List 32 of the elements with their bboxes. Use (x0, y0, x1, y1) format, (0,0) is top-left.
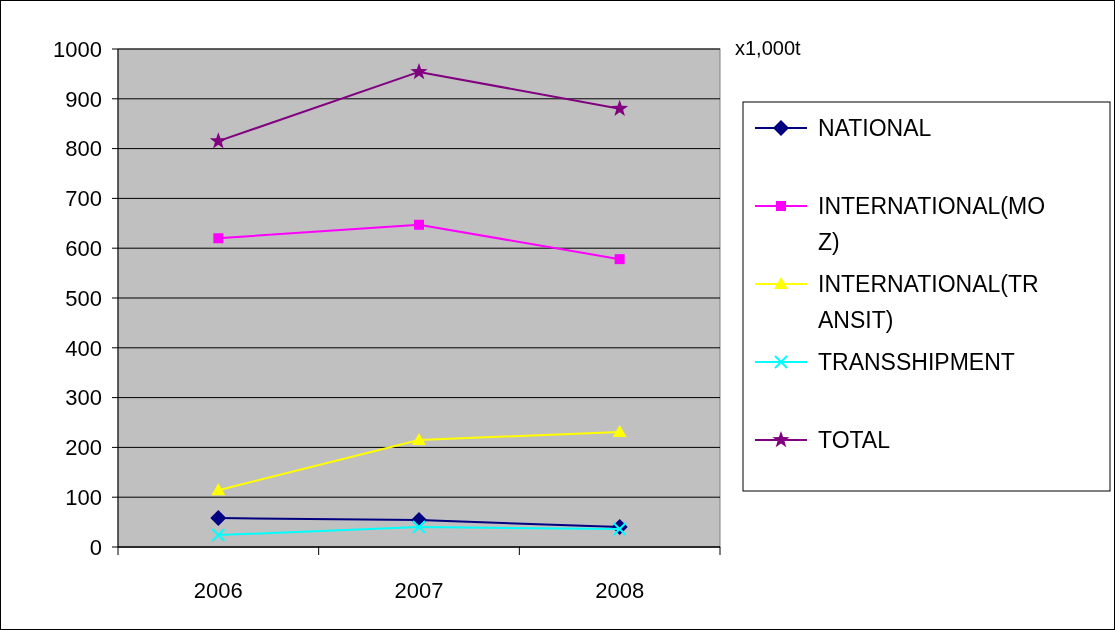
y-tick-label: 200 (65, 435, 102, 461)
legend-label: INTERNATIONAL(MOZ) (818, 193, 1046, 256)
y-tick-label: 800 (65, 136, 102, 162)
y-tick-label: 700 (65, 186, 102, 212)
point (213, 233, 224, 244)
point (611, 99, 629, 117)
x-tick-label: 2008 (595, 578, 645, 603)
point (414, 219, 424, 230)
legend-label: TOTAL (818, 427, 891, 454)
legend-label: TRANSSHIPMENT (818, 349, 1015, 376)
point (612, 424, 627, 437)
point (211, 483, 226, 496)
point (210, 510, 227, 527)
y-tick-label: 400 (65, 335, 102, 361)
y-tick-label: 0 (89, 534, 102, 560)
point (211, 528, 226, 543)
point (209, 132, 227, 149)
y-tick-label: 300 (65, 385, 102, 411)
point (412, 432, 426, 445)
point (412, 520, 426, 535)
y-tick-label: 100 (65, 484, 102, 510)
y-tick-label: 600 (65, 235, 102, 261)
point (410, 62, 428, 80)
legend-label: NATIONAL (818, 115, 932, 142)
x-tick-label: 2007 (394, 578, 444, 603)
y-tick-label: 900 (65, 86, 102, 112)
y-tick-label: 500 (65, 285, 102, 311)
x-tick-label: 2006 (193, 578, 243, 603)
y-axis-title: x1,000t (735, 37, 802, 59)
point (614, 254, 625, 265)
y-tick-label: 1000 (53, 36, 102, 62)
legend-label: INTERNATIONAL(TRANSIT) (818, 271, 1039, 334)
